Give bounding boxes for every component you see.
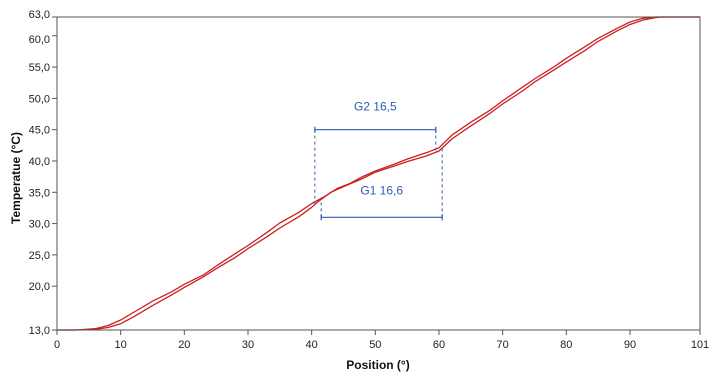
ticks-layer: 0 10 20 30 40 50 60 70 80 90 101 13,0 20,0 25,0 30,0 35… bbox=[29, 9, 710, 351]
y-tick-label: 50,0 bbox=[29, 93, 50, 105]
y-tick-label: 30,0 bbox=[29, 219, 50, 231]
x-tick-label: 70 bbox=[497, 339, 509, 351]
x-tick-label: 10 bbox=[115, 339, 127, 351]
x-tick-label: 90 bbox=[624, 339, 636, 351]
x-tick-label: 50 bbox=[369, 339, 381, 351]
x-tick-label: 30 bbox=[242, 339, 254, 351]
y-axis-title: Temperatue (°C) bbox=[9, 132, 23, 224]
y-tick-label: 45,0 bbox=[29, 125, 50, 137]
x-tick-label: 40 bbox=[306, 339, 318, 351]
x-tick-label: 80 bbox=[560, 339, 572, 351]
x-tick-label: 101 bbox=[691, 339, 709, 351]
y-tick-label: 63,0 bbox=[29, 9, 50, 21]
axes-layer bbox=[56, 16, 701, 331]
x-tick-label: 60 bbox=[433, 339, 445, 351]
series-layer bbox=[57, 16, 700, 331]
x-tick-label: 20 bbox=[178, 339, 190, 351]
x-tick-label: 0 bbox=[54, 339, 60, 351]
annotation-layer: G2 16,5 G1 16,6 bbox=[314, 100, 443, 221]
y-tick-label: 20,0 bbox=[29, 281, 50, 293]
y-tick-label: 35,0 bbox=[29, 187, 50, 199]
gap-annotation-label: G1 16,6 bbox=[360, 183, 403, 197]
gap-annotation-label: G2 16,5 bbox=[354, 100, 397, 114]
series-line-1 bbox=[57, 16, 700, 331]
series-line-2 bbox=[57, 16, 700, 331]
y-tick-label: 13,0 bbox=[29, 325, 50, 337]
y-tick-label: 60,0 bbox=[29, 34, 50, 46]
y-tick-label: 25,0 bbox=[29, 250, 50, 262]
y-tick-label: 55,0 bbox=[29, 62, 50, 74]
x-axis-title: Position (°) bbox=[346, 358, 409, 372]
plot-frame bbox=[56, 16, 701, 331]
y-tick-label: 40,0 bbox=[29, 156, 50, 168]
